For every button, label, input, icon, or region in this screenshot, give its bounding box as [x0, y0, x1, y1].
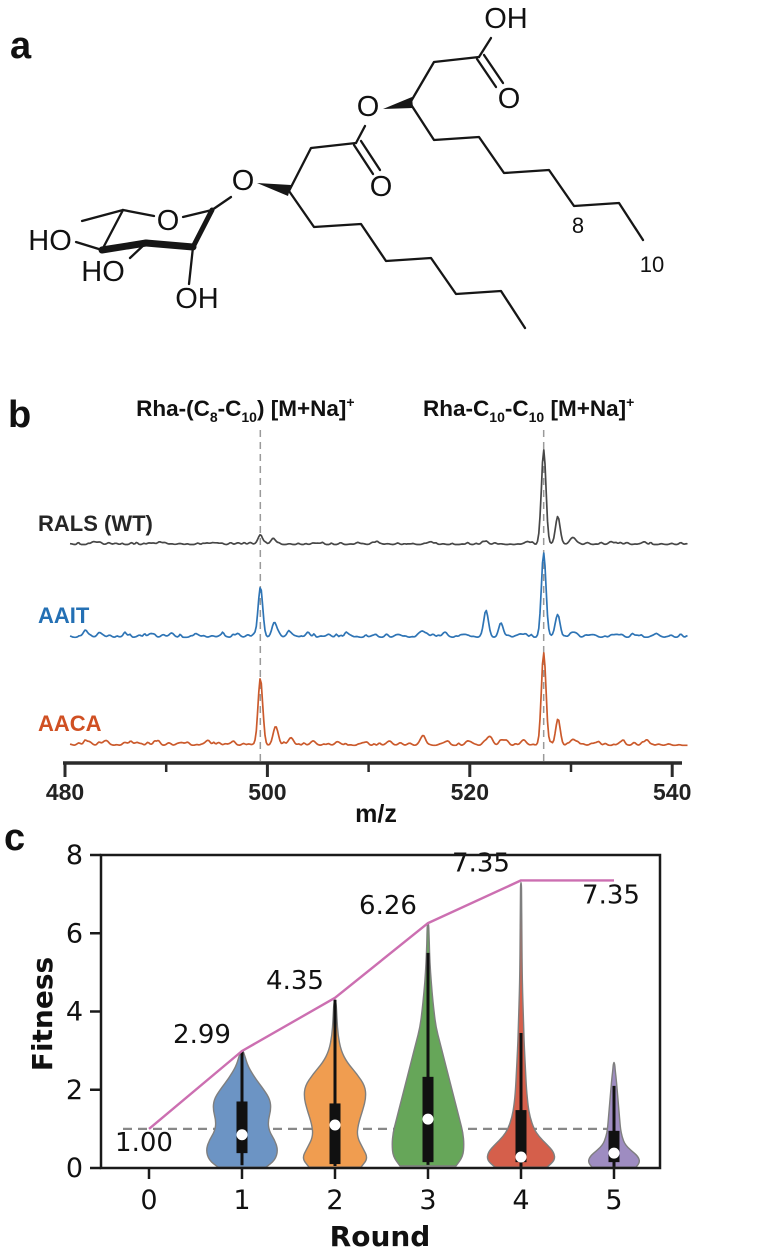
fitness-tick-label: 8	[66, 840, 83, 871]
bond	[128, 241, 148, 260]
bond	[181, 208, 214, 219]
mz-tick-label: 520	[451, 779, 489, 805]
median-dot-round-3	[422, 1113, 434, 1125]
bond	[287, 141, 358, 193]
atom-label: O	[498, 83, 521, 115]
atom-label: O	[157, 205, 180, 237]
bond	[477, 36, 493, 59]
bond	[190, 207, 215, 250]
round-tick-label: 0	[140, 1185, 157, 1216]
panel-c: c 1.00 2.99 4.35 6.26 7.35 7.35 0 2 4 6 8 0 1 2 3 4 5 Ro…	[4, 817, 662, 1253]
bond	[121, 208, 156, 218]
iqr-box-round-4	[515, 1110, 527, 1163]
median-dot-round-5	[608, 1147, 620, 1159]
bond	[142, 239, 197, 251]
fitness-tick-label: 6	[66, 918, 83, 949]
max-fitness-value-4: 7.35	[452, 848, 510, 878]
bond	[352, 143, 375, 176]
round-tick-label: 4	[512, 1185, 529, 1216]
max-fitness-value-5: 7.35	[582, 880, 640, 910]
atom-label: O	[357, 91, 380, 123]
mz-tick-label: 480	[46, 779, 84, 805]
chain-carbon-number: 8	[572, 213, 584, 238]
wedge-bond	[383, 97, 413, 109]
bond	[408, 101, 645, 242]
fitness-axis-title: Fitness	[26, 957, 59, 1071]
spectrum-trace-2	[69, 652, 688, 747]
bond	[74, 240, 104, 252]
mass-spectra-plot: Rha-(C8-C10) [M+Na]+ Rha-C10-C10 [M+Na]+ R…	[38, 394, 691, 805]
median-dot-round-2	[329, 1119, 341, 1131]
mz-tick-label: 540	[653, 779, 691, 805]
mz-axis-title: m/z	[355, 800, 397, 828]
round-tick-label: 5	[605, 1185, 622, 1216]
peak-assignment-label: Rha-C10-C10 [M+Na]+	[423, 394, 634, 425]
atom-label: HO	[28, 225, 72, 257]
fitness-tick-label: 2	[66, 1075, 83, 1106]
median-dot-round-1	[236, 1129, 248, 1141]
atom-label: OH	[175, 283, 219, 315]
fitness-violin-plot: 1.00 2.99 4.35 6.26 7.35 7.35 0 2 4 6 8 0 1 2 3 4 5	[66, 840, 662, 1216]
panel-a-letter: a	[10, 25, 32, 67]
max-fitness-value-1: 2.99	[173, 1020, 231, 1050]
bond	[359, 139, 382, 172]
bond	[287, 189, 527, 330]
atom-label: HO	[81, 256, 125, 288]
chain-carbon-number: 10	[640, 252, 664, 277]
bond	[98, 239, 150, 254]
round-tick-label: 1	[233, 1185, 250, 1216]
fitness-tick-label: 0	[66, 1153, 83, 1184]
panel-c-letter: c	[4, 817, 25, 859]
iqr-box-round-5	[608, 1130, 620, 1163]
atom-label: O	[232, 165, 255, 197]
violin-round-4	[486, 881, 556, 1168]
iqr-box-round-2	[329, 1103, 341, 1165]
atom-label: OH	[484, 3, 528, 35]
wedge-bond	[257, 183, 291, 196]
spectrum-trace-0	[69, 448, 688, 546]
round-tick-label: 2	[326, 1185, 343, 1216]
max-fitness-line	[148, 879, 614, 1130]
round-tick-label: 3	[419, 1185, 436, 1216]
spectrum-trace-1	[69, 552, 688, 639]
bond	[408, 55, 481, 105]
bond	[482, 53, 505, 85]
round-axis-title: Round	[330, 1220, 431, 1253]
median-dot-round-4	[515, 1151, 527, 1163]
bond	[354, 124, 367, 145]
max-fitness-value-0: 1.00	[115, 1128, 173, 1158]
fitness-tick-label: 4	[66, 997, 83, 1028]
panel-b-letter: b	[8, 394, 31, 436]
bond	[187, 245, 195, 286]
max-fitness-value-3: 6.26	[359, 891, 417, 921]
trace-label-0: RALS (WT)	[38, 511, 153, 536]
bond	[80, 208, 125, 223]
trace-label-1: AAIT	[38, 603, 90, 628]
iqr-box-round-1	[236, 1101, 248, 1154]
peak-assignment-label: Rha-(C8-C10) [M+Na]+	[136, 394, 354, 425]
max-fitness-value-2: 4.35	[266, 966, 324, 996]
atom-label: O	[370, 171, 393, 203]
bond	[475, 57, 498, 89]
bond	[210, 195, 233, 212]
panel-b: b Rha-(C8-C10) [M+Na]+ Rha-C10-C10 [M+Na]…	[8, 394, 691, 828]
mz-tick-label: 500	[248, 779, 286, 805]
trace-label-2: AACA	[38, 711, 102, 736]
bond	[100, 208, 125, 252]
